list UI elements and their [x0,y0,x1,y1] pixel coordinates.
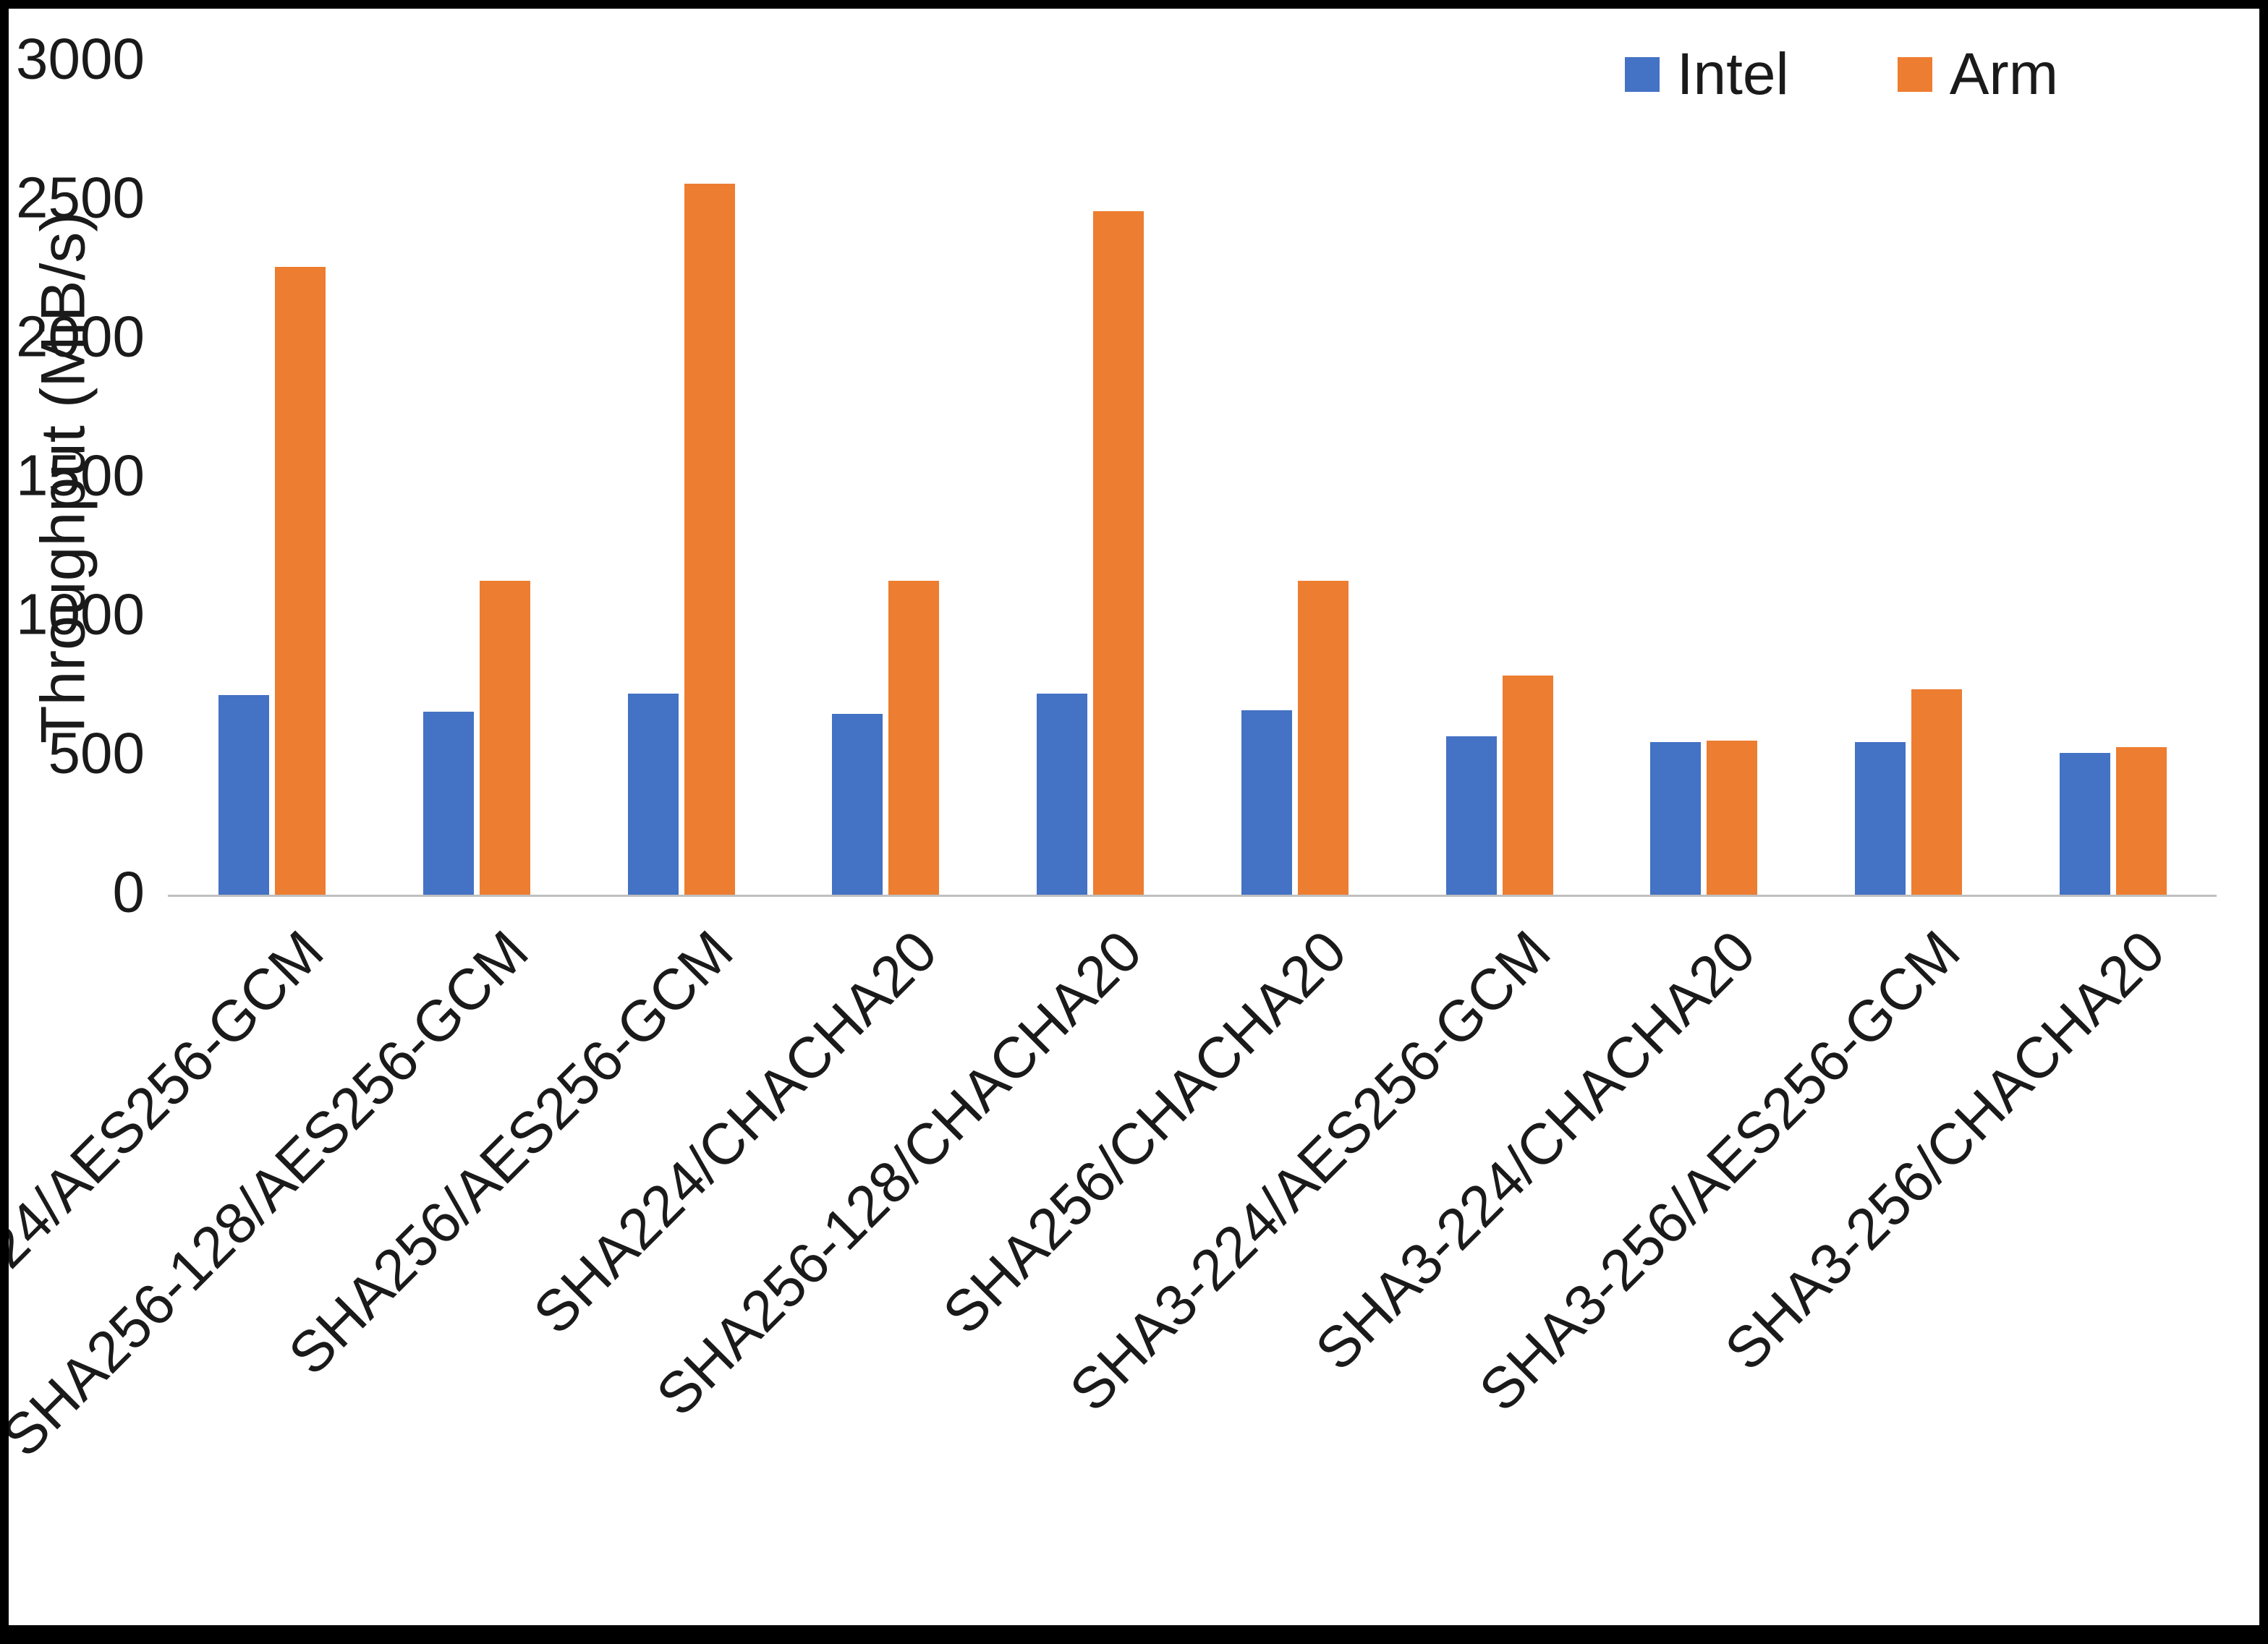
y-axis-tick-label: 2000 [16,304,145,369]
legend-item-arm: Arm [1897,41,2058,108]
bar-intel-6 [1445,736,1497,895]
bar-arm-7 [1707,740,1758,895]
bar-arm-6 [1502,675,1553,895]
bar-arm-3 [888,581,940,895]
x-axis-label: SHA256/CHACHA20 [930,918,1359,1346]
bar-intel-3 [832,714,883,895]
legend-label-intel: Intel [1676,41,1789,107]
bar-arm-5 [1297,581,1349,895]
y-axis-tick-label: 1000 [16,582,145,647]
x-axis-label: SHA224/CHACHA20 [521,918,950,1346]
bar-arm-2 [684,183,735,895]
bar-arm-1 [480,581,531,895]
x-axis-line [168,895,2217,897]
y-axis-tick-label: 3000 [16,26,145,91]
bar-intel-5 [1241,710,1292,895]
bar-arm-9 [2115,747,2167,895]
y-axis-tick-label: 2500 [16,165,145,230]
legend: Intel Arm [1624,41,2058,108]
legend-item-intel: Intel [1624,41,1789,108]
bar-intel-4 [1037,693,1088,895]
y-axis-tick-label: 0 [112,859,145,924]
bar-intel-2 [627,693,679,895]
legend-label-arm: Arm [1949,41,2058,107]
bar-arm-8 [1911,689,1962,895]
bar-arm-0 [275,267,326,895]
bar-arm-4 [1093,211,1144,895]
y-axis-tick-label: 1500 [16,443,145,508]
bar-intel-7 [1650,741,1702,895]
bar-intel-0 [218,694,270,895]
y-axis-tick-label: 500 [48,720,145,785]
bar-intel-9 [2059,753,2110,895]
legend-swatch-arm [1897,57,1932,92]
legend-swatch-intel [1624,57,1660,92]
bar-intel-8 [1854,741,1906,895]
bar-intel-1 [423,711,475,895]
